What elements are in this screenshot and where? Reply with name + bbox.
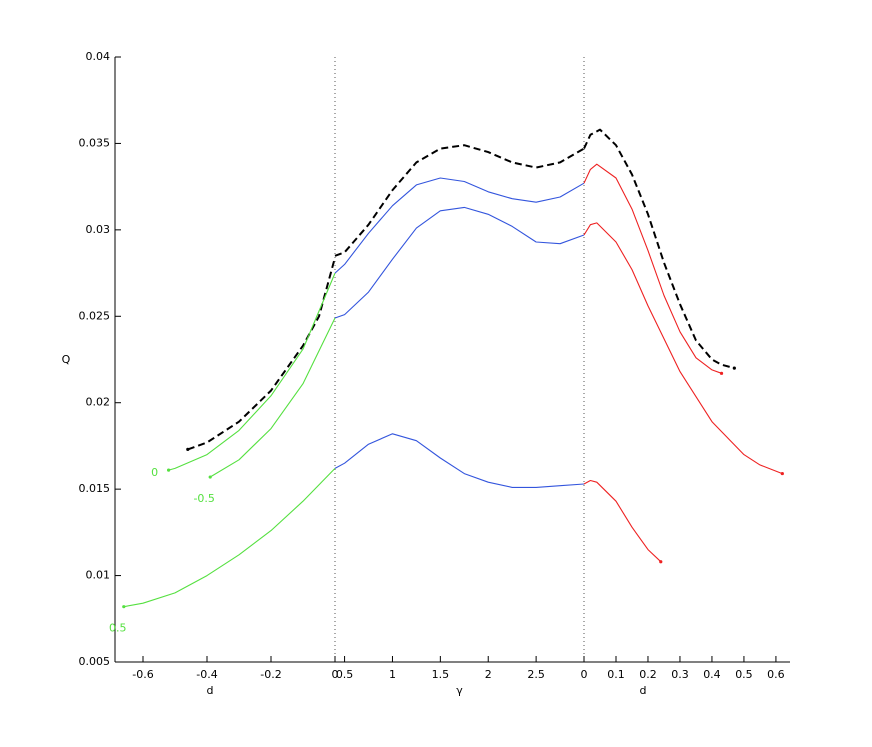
curve <box>209 317 336 478</box>
curve <box>187 257 336 451</box>
y-tick-label: 0.015 <box>79 482 111 495</box>
curve-label: 0 <box>151 466 158 479</box>
x-tick-label: 0.5 <box>735 668 753 681</box>
x-tick-label: 0 <box>332 668 339 681</box>
curve <box>583 163 722 374</box>
x-tick-label: 0.6 <box>767 668 785 681</box>
y-tick-label: 0.03 <box>86 223 111 236</box>
curve <box>168 272 336 471</box>
x-tick-label: 2.5 <box>527 668 545 681</box>
end-marker <box>122 605 126 609</box>
x-tick-label: 1 <box>389 668 396 681</box>
curve <box>583 479 662 563</box>
y-tick-label: 0.02 <box>86 396 111 409</box>
x-axis-label: d <box>640 684 647 697</box>
x-axis-label: d <box>207 684 214 697</box>
curve-label: 0.5 <box>109 622 127 635</box>
curve <box>334 433 585 488</box>
end-marker <box>167 468 171 472</box>
end-marker <box>186 447 190 451</box>
curve <box>123 468 336 608</box>
curve <box>334 206 585 319</box>
y-tick-label: 0.025 <box>79 309 111 322</box>
x-tick-label: 0.1 <box>607 668 625 681</box>
curve-label: -0.5 <box>193 492 214 505</box>
y-tick-label: 0.04 <box>86 50 111 63</box>
x-tick-label: 0.2 <box>639 668 657 681</box>
y-tick-label: 0.01 <box>86 569 111 582</box>
end-marker <box>732 366 736 370</box>
y-axis-label: Q <box>62 353 71 366</box>
x-tick-label: 0.5 <box>336 668 354 681</box>
end-marker <box>659 560 663 564</box>
x-tick-label: 1.5 <box>432 668 450 681</box>
curve <box>583 222 783 475</box>
x-tick-label: 0.3 <box>671 668 689 681</box>
x-tick-label: 0.4 <box>703 668 721 681</box>
x-tick-label: -0.6 <box>132 668 153 681</box>
x-tick-label: 0 <box>581 668 588 681</box>
end-marker <box>208 475 212 479</box>
curve <box>583 128 735 370</box>
end-marker <box>780 471 784 476</box>
end-marker <box>719 371 724 375</box>
x-tick-label: -0.4 <box>196 668 217 681</box>
curve <box>334 177 585 274</box>
x-axis-label: γ <box>456 684 463 697</box>
x-tick-label: 2 <box>485 668 492 681</box>
curve <box>334 144 585 257</box>
x-tick-label: -0.2 <box>260 668 281 681</box>
y-tick-label: 0.035 <box>79 136 111 149</box>
y-tick-label: 0.005 <box>79 655 111 668</box>
